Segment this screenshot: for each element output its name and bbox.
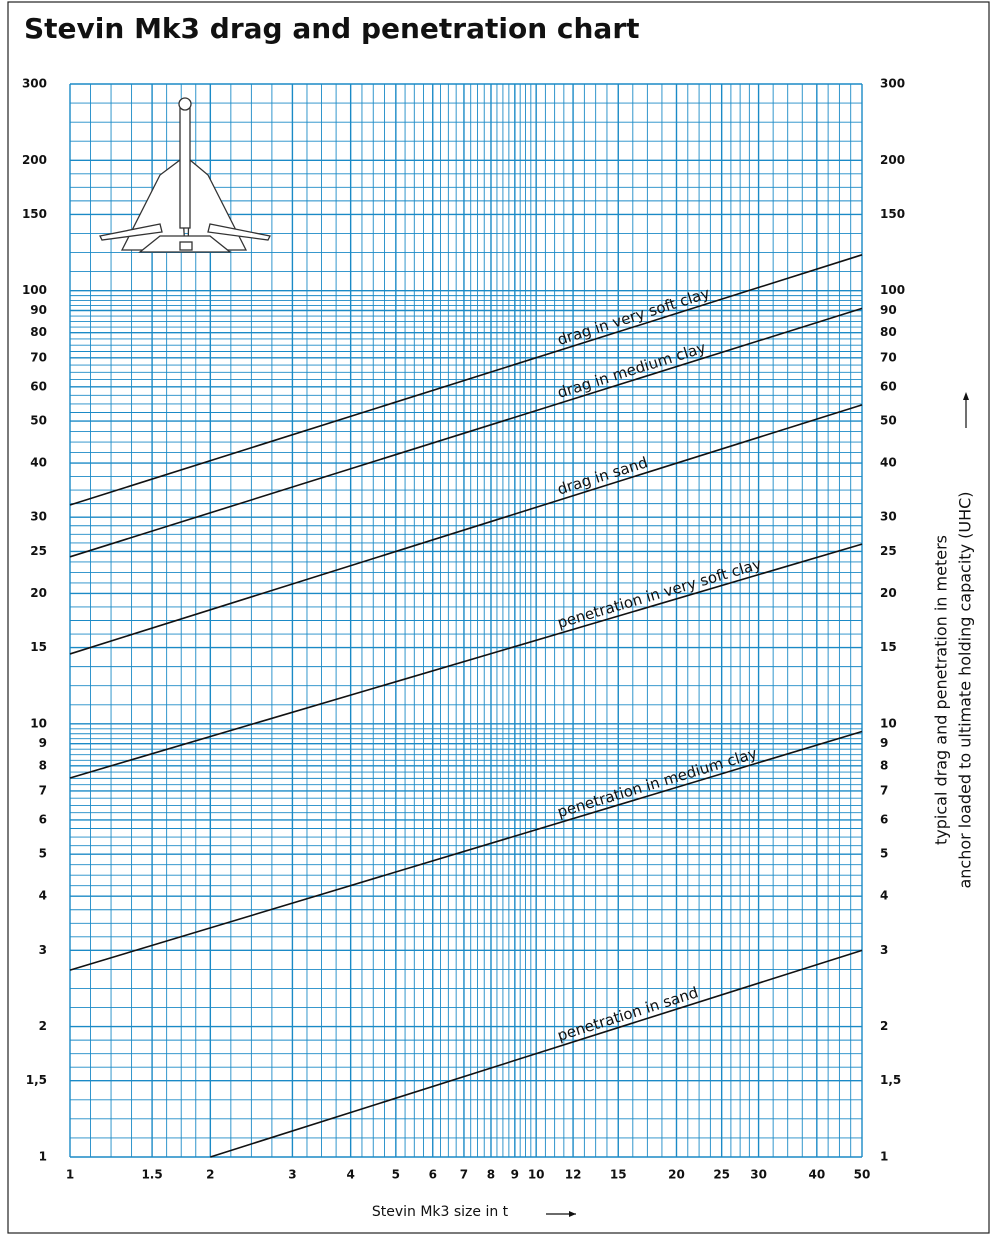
y2-tick-label: 70: [880, 350, 897, 364]
y-tick-label: 70: [30, 350, 47, 364]
y-tick-label: 7: [39, 783, 47, 797]
y-tick-label: 40: [30, 456, 47, 470]
x-tick-label: 7: [460, 1168, 468, 1182]
series-label: penetration in sand: [555, 983, 700, 1045]
y2-tick-label: 150: [880, 207, 905, 221]
series-line: [69, 254, 863, 506]
y-tick-label: 300: [22, 77, 47, 91]
y-tick-label: 25: [30, 544, 47, 558]
y2-tick-label: 200: [880, 153, 905, 167]
x-tick-label: 40: [808, 1168, 825, 1182]
y2-tick-label: 25: [880, 544, 897, 558]
y-tick-label: 50: [30, 414, 47, 428]
y2-tick-label: 1: [880, 1150, 888, 1164]
x-tick-label: 1.5: [141, 1168, 162, 1182]
x-tick-label: 20: [668, 1168, 685, 1182]
x-tick-label: 9: [511, 1168, 519, 1182]
y-tick-label: 6: [39, 812, 47, 826]
x-arrow-head: [569, 1211, 576, 1217]
y2-tick-label: 2: [880, 1019, 888, 1033]
x-tick-label: 1: [66, 1168, 74, 1182]
y-tick-label: 4: [39, 889, 47, 903]
y-tick-label: 90: [30, 303, 47, 317]
y-tick-label: 15: [30, 640, 47, 654]
y2-tick-label: 1,5: [880, 1073, 901, 1087]
y2-tick-label: 90: [880, 303, 897, 317]
y-axis-label: typical drag and penetration in meters: [932, 535, 951, 845]
series-line: [69, 730, 863, 971]
y2-tick-label: 4: [880, 889, 888, 903]
y-tick-label: 1,5: [26, 1073, 47, 1087]
x-tick-label: 5: [392, 1168, 400, 1182]
x-tick-label: 12: [565, 1168, 582, 1182]
x-tick-label: 15: [610, 1168, 627, 1182]
anchor-icon: [99, 97, 271, 253]
y-tick-label: 80: [30, 325, 47, 339]
series-label: drag in medium clay: [555, 338, 708, 401]
chart-title: Stevin Mk3 drag and penetration chart: [24, 12, 640, 45]
y2-tick-label: 15: [880, 640, 897, 654]
x-tick-label: 30: [750, 1168, 767, 1182]
y-tick-label: 20: [30, 586, 47, 600]
y-tick-label: 10: [30, 716, 47, 730]
y2-tick-label: 40: [880, 456, 897, 470]
y-tick-label: 2: [39, 1019, 47, 1033]
y2-tick-label: 20: [880, 586, 897, 600]
y2-tick-label: 80: [880, 325, 897, 339]
y-axis-label: anchor loaded to ultimate holding capaci…: [956, 491, 975, 888]
y-tick-label: 100: [22, 283, 47, 297]
x-tick-label: 4: [346, 1168, 354, 1182]
x-tick-label: 25: [713, 1168, 730, 1182]
y-tick-label: 5: [39, 847, 47, 861]
x-tick-label: 50: [854, 1168, 871, 1182]
y-tick-label: 200: [22, 153, 47, 167]
y2-tick-label: 9: [880, 736, 888, 750]
x-tick-label: 8: [487, 1168, 495, 1182]
y-tick-label: 9: [39, 736, 47, 750]
y-tick-label: 3: [39, 943, 47, 957]
frame: [7, 1, 990, 1234]
y2-tick-label: 5: [880, 847, 888, 861]
y2-tick-label: 300: [880, 77, 905, 91]
y2-tick-label: 60: [880, 379, 897, 393]
y2-tick-label: 100: [880, 283, 905, 297]
x-tick-label: 3: [288, 1168, 296, 1182]
y2-tick-label: 50: [880, 414, 897, 428]
series-line: [69, 404, 863, 655]
y-tick-label: 8: [39, 758, 47, 772]
y2-tick-label: 10: [880, 716, 897, 730]
y-arrow-head: [963, 392, 969, 400]
y-tick-label: 60: [30, 379, 47, 393]
series-label: penetration in medium clay: [555, 744, 759, 821]
y2-tick-label: 30: [880, 510, 897, 524]
x-tick-label: 6: [429, 1168, 437, 1182]
y-tick-label: 150: [22, 207, 47, 221]
x-tick-label: 2: [206, 1168, 214, 1182]
series-line: [210, 949, 863, 1158]
y2-tick-label: 8: [880, 758, 888, 772]
series-line: [69, 543, 863, 779]
y-tick-label: 1: [39, 1150, 47, 1164]
y2-tick-label: 3: [880, 943, 888, 957]
series-line: [69, 307, 863, 558]
x-axis-label: Stevin Mk3 size in t: [372, 1204, 509, 1220]
y2-tick-label: 6: [880, 812, 888, 826]
y-tick-label: 30: [30, 510, 47, 524]
x-tick-label: 10: [528, 1168, 545, 1182]
y2-tick-label: 7: [880, 783, 888, 797]
